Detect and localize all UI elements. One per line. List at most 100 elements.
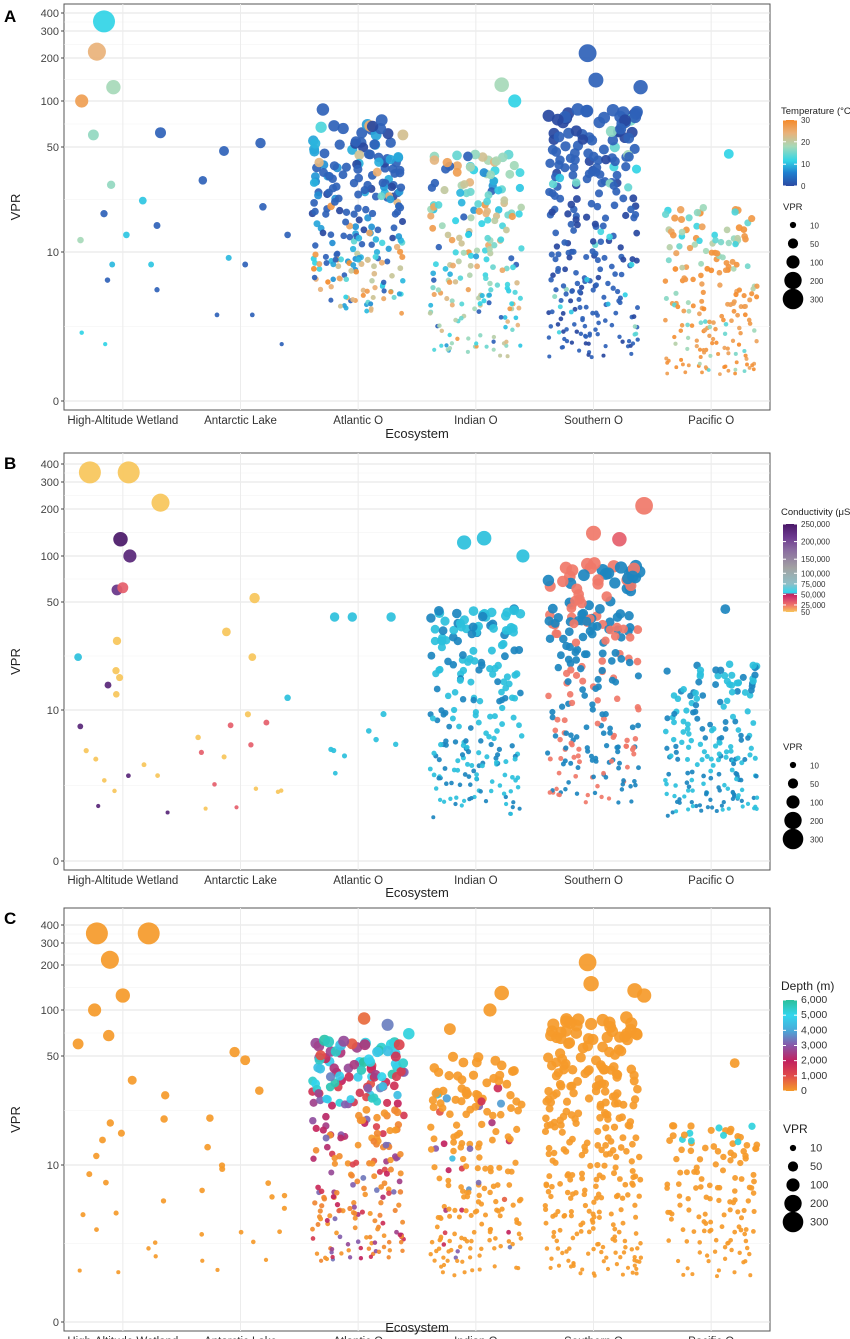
data-point xyxy=(675,304,681,310)
data-point xyxy=(609,577,621,589)
data-point xyxy=(632,778,637,784)
data-point xyxy=(663,317,668,323)
data-point xyxy=(697,347,703,352)
data-point xyxy=(560,761,566,767)
data-point xyxy=(593,155,603,165)
data-point xyxy=(429,715,436,722)
data-point xyxy=(474,263,481,270)
data-point xyxy=(567,1065,578,1075)
data-point xyxy=(663,777,668,783)
data-point xyxy=(595,783,600,789)
data-point xyxy=(577,759,582,765)
data-point xyxy=(517,203,525,212)
data-point xyxy=(564,338,570,344)
data-point xyxy=(468,606,479,616)
data-point xyxy=(605,280,611,287)
data-point xyxy=(697,1184,704,1190)
data-point xyxy=(504,281,511,288)
y-axis-title: VPR xyxy=(8,648,23,675)
data-point xyxy=(612,532,627,547)
data-point xyxy=(612,170,622,180)
data-point xyxy=(492,1128,500,1136)
data-point xyxy=(314,1251,320,1256)
data-point xyxy=(323,1036,335,1048)
data-point xyxy=(636,988,652,1003)
x-tick-label: High-Altitude Wetland xyxy=(67,875,178,887)
data-point xyxy=(517,806,522,811)
data-point xyxy=(582,174,592,184)
data-point xyxy=(578,331,584,337)
data-point xyxy=(123,549,137,563)
data-point xyxy=(368,209,377,218)
data-point xyxy=(349,245,357,253)
data-point xyxy=(580,1267,585,1272)
data-point xyxy=(712,743,719,749)
data-point xyxy=(629,1180,635,1187)
data-point xyxy=(494,77,509,92)
data-point xyxy=(351,1204,357,1210)
data-point xyxy=(483,1003,497,1017)
data-point xyxy=(324,1256,330,1262)
data-point xyxy=(566,1258,571,1263)
data-point xyxy=(449,661,458,669)
data-point xyxy=(610,201,619,210)
data-point xyxy=(663,295,669,302)
size-legend-key xyxy=(784,271,802,290)
data-point xyxy=(469,763,475,768)
data-point xyxy=(474,772,479,777)
data-point xyxy=(509,743,515,749)
data-point xyxy=(484,234,491,242)
data-point xyxy=(726,1240,731,1246)
data-point xyxy=(568,699,576,707)
data-point xyxy=(578,608,589,619)
data-point xyxy=(368,301,374,307)
data-point xyxy=(545,1144,553,1152)
data-point xyxy=(557,1227,563,1233)
data-point xyxy=(572,1119,580,1127)
data-point xyxy=(665,257,672,264)
data-point xyxy=(588,753,595,759)
data-point xyxy=(686,363,691,368)
data-point xyxy=(635,305,640,311)
data-point xyxy=(711,231,719,239)
data-point xyxy=(710,1143,718,1150)
data-point xyxy=(706,368,711,372)
data-point xyxy=(386,1127,394,1135)
data-point xyxy=(550,272,556,279)
data-point xyxy=(734,1133,742,1140)
data-point xyxy=(592,685,600,692)
data-point xyxy=(456,234,463,242)
data-point xyxy=(743,1227,749,1232)
data-point xyxy=(475,719,482,726)
data-point xyxy=(626,1064,637,1075)
data-point xyxy=(700,289,706,296)
color-legend-label: 25,000 xyxy=(801,601,826,610)
data-point xyxy=(323,260,330,266)
data-point xyxy=(501,1196,508,1203)
data-point xyxy=(375,1226,380,1232)
size-legend-label: 100 xyxy=(810,799,824,808)
data-point xyxy=(596,1214,602,1221)
data-point xyxy=(611,648,620,657)
data-point xyxy=(390,1051,401,1062)
data-point xyxy=(563,786,568,792)
data-point xyxy=(708,797,713,802)
data-point xyxy=(687,1147,695,1155)
data-point xyxy=(635,722,641,729)
data-point xyxy=(396,248,404,255)
data-point xyxy=(331,198,339,206)
data-point xyxy=(477,152,488,162)
data-point xyxy=(678,1146,685,1154)
color-legend-label: 5,000 xyxy=(801,1009,827,1021)
data-point xyxy=(369,1160,376,1167)
data-point xyxy=(165,810,170,815)
data-point xyxy=(674,365,679,370)
data-point xyxy=(430,270,437,277)
data-point xyxy=(733,367,738,372)
data-point xyxy=(707,721,714,728)
data-point xyxy=(613,1193,620,1200)
data-point xyxy=(681,1272,686,1277)
data-point xyxy=(622,1181,629,1188)
data-point xyxy=(497,236,505,243)
data-point xyxy=(496,746,503,753)
